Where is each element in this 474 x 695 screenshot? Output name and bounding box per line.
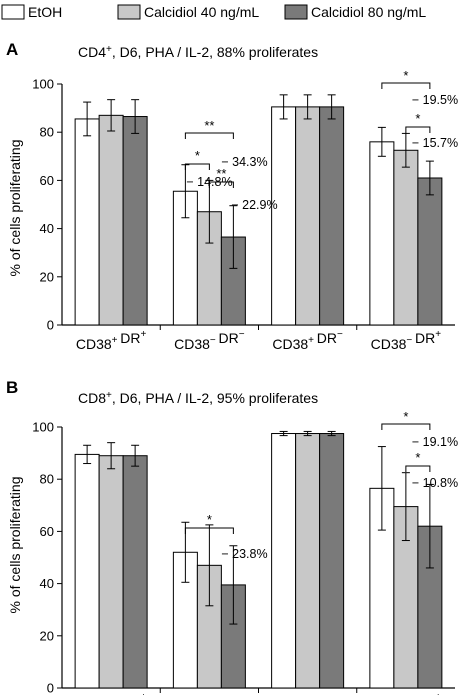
bar	[98, 114, 124, 326]
legend: EtOH Calcidiol 40 ng/mL Calcidiol 80 ng/…	[1, 4, 426, 20]
panel-letter-b: B	[6, 378, 18, 397]
x-tick-label: CD38+ DR+	[76, 329, 147, 352]
y-tick-label: 80	[40, 472, 54, 487]
significance-bracket	[405, 465, 431, 472]
legend-label-etoh: EtOH	[28, 4, 62, 20]
significance-bracket	[381, 82, 431, 89]
y-tick-label: 0	[47, 318, 54, 333]
bar	[98, 455, 124, 689]
bar	[271, 106, 297, 326]
percent-change-label: − 23.8%	[221, 547, 267, 561]
legend-label-calcidiol-80: Calcidiol 80 ng/mL	[311, 4, 426, 20]
panel-letter-a: A	[6, 40, 18, 59]
bar	[319, 433, 345, 689]
bar	[319, 106, 345, 326]
significance-stars: *	[207, 512, 212, 527]
y-tick-label: 60	[40, 524, 54, 539]
bar	[295, 433, 321, 689]
significance-bracket	[184, 163, 210, 170]
y-tick-label: 100	[32, 77, 54, 92]
bar	[74, 118, 100, 326]
bar	[271, 433, 297, 689]
legend-swatch-calcidiol-80	[284, 4, 308, 20]
legend-swatch-etoh	[1, 4, 25, 20]
bar	[74, 453, 100, 689]
percent-change-label: − 15.7%	[412, 136, 458, 150]
y-tick-label: 40	[40, 221, 54, 236]
significance-stars: *	[403, 409, 408, 424]
significance-bracket	[405, 126, 431, 133]
panel-a-plot: 0 20 40 60 80 100 CD38+ DR+ CD38− DR− CD38+ DR− C…	[32, 68, 458, 352]
y-tick-label: 20	[40, 628, 54, 643]
bar	[122, 116, 148, 326]
x-tick-label: CD38− DR−	[174, 329, 245, 352]
bar	[122, 455, 148, 689]
percent-change-label: − 22.9%	[231, 198, 277, 212]
x-tick-label: CD38+ DR−	[272, 329, 343, 352]
y-tick-label: 40	[40, 576, 54, 591]
legend-swatch-calcidiol-40	[117, 4, 141, 20]
significance-stars: **	[216, 166, 226, 181]
significance-bracket	[184, 527, 234, 534]
panel-a-title: CD4+, D6, PHA / IL-2, 88% proliferates	[78, 44, 318, 60]
x-tick-label: CD38+ DR−	[272, 692, 343, 695]
y-tick-label: 20	[40, 269, 54, 284]
legend-label-calcidiol-40: Calcidiol 40 ng/mL	[144, 4, 259, 20]
bar	[393, 149, 419, 326]
bar	[369, 141, 395, 326]
x-tick-label: CD38+ DR+	[76, 692, 147, 695]
panel-a-y-axis-label: % of cells proliferating	[7, 140, 23, 277]
significance-stars: *	[415, 450, 420, 465]
significance-bracket	[208, 181, 234, 188]
significance-bracket	[184, 132, 234, 139]
significance-bracket	[381, 423, 431, 430]
panel-b: B CD8+, D6, PHA / IL-2, 95% proliferates…	[6, 378, 458, 695]
y-tick-label: 0	[47, 681, 54, 695]
significance-stars: *	[415, 111, 420, 126]
panel-a: A CD4+, D6, PHA / IL-2, 88% proliferates…	[6, 40, 458, 352]
bar	[417, 177, 443, 326]
panel-b-y-axis-label: % of cells proliferating	[7, 477, 23, 614]
percent-change-label: − 19.1%	[412, 435, 458, 449]
x-tick-label: CD38− DR+	[371, 692, 442, 695]
percent-change-label: − 10.8%	[412, 476, 458, 490]
percent-change-label: − 19.5%	[412, 93, 458, 107]
panel-b-plot: 0 20 40 60 80 100 CD38+ DR+ CD38− DR− CD38+ DR− C…	[32, 409, 458, 695]
x-tick-label: CD38− DR+	[371, 329, 442, 352]
significance-stars: *	[195, 148, 200, 163]
significance-stars: **	[204, 118, 214, 133]
y-tick-label: 60	[40, 173, 54, 188]
percent-change-label: − 34.3%	[221, 155, 267, 169]
x-tick-label: CD38− DR−	[174, 692, 245, 695]
y-tick-label: 100	[32, 420, 54, 435]
significance-stars: *	[403, 68, 408, 83]
bar	[295, 106, 321, 326]
panel-b-title: CD8+, D6, PHA / IL-2, 95% proliferates	[78, 390, 318, 406]
y-tick-label: 80	[40, 125, 54, 140]
